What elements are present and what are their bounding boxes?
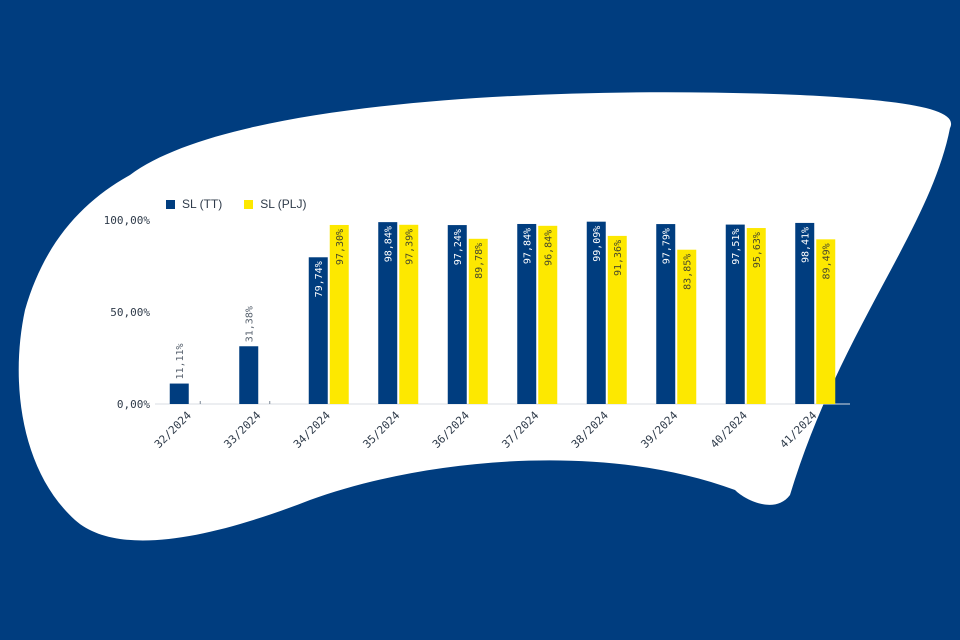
bar-sl-plj[interactable] [468, 238, 488, 404]
y-axis: 0,00% 50,00% 100,00% [104, 214, 850, 411]
legend-label-plj: SL (PLJ) [260, 197, 307, 211]
data-label: 98,84% [384, 226, 395, 262]
bar-sl-plj[interactable] [677, 249, 697, 404]
data-label: 97,39% [405, 229, 416, 265]
bar-group: 11,11% 31,38% 79,74% 97,30% 98,84% 97,39% 97,2… [169, 221, 836, 404]
data-label: 31,38% [245, 306, 256, 342]
data-label: 91,36% [613, 240, 624, 276]
bar-sl-tt[interactable] [239, 346, 259, 404]
y-tick-label: 0,00% [117, 398, 150, 411]
bar-sl-tt[interactable] [725, 224, 745, 404]
bar-sl-tt[interactable] [517, 223, 537, 404]
data-label: 89,49% [822, 243, 833, 279]
legend-item-plj[interactable]: SL (PLJ) [244, 197, 306, 211]
bar-sl-tt[interactable] [169, 383, 189, 404]
legend-swatch-plj [244, 199, 254, 209]
data-label: 96,84% [544, 230, 555, 266]
data-label: 83,85% [683, 254, 694, 290]
bar-sl-tt[interactable] [656, 224, 676, 404]
data-label: 97,84% [523, 228, 534, 264]
data-label: 97,30% [335, 229, 346, 265]
data-label: 97,24% [453, 229, 464, 265]
bar-sl-tt[interactable] [308, 257, 328, 404]
y-tick-label: 50,00% [110, 306, 150, 319]
legend-item-tt[interactable]: SL (TT) [166, 197, 222, 211]
bar-sl-tt[interactable] [586, 221, 606, 404]
y-tick-label: 100,00% [104, 214, 151, 227]
bar-sl-plj[interactable] [816, 239, 836, 404]
legend-swatch-tt [166, 199, 175, 209]
legend: SL (TT) SL (PLJ) [166, 197, 306, 211]
data-label: 97,79% [662, 228, 673, 264]
bar-sl-tt[interactable] [795, 222, 815, 404]
bar-sl-tt[interactable] [378, 222, 398, 404]
data-label: 97,51% [731, 229, 742, 265]
data-label: 98,41% [801, 227, 812, 263]
bar-sl-plj[interactable] [607, 235, 627, 404]
bar-sl-tt[interactable] [447, 225, 467, 404]
data-label: 99,09% [592, 226, 603, 262]
data-label: 79,74% [314, 261, 325, 297]
data-label: 89,78% [474, 243, 485, 279]
data-label: 95,63% [752, 232, 763, 268]
data-label: 11,11% [175, 343, 186, 379]
bar-sl-plj[interactable] [746, 228, 766, 404]
bar-sl-plj[interactable] [399, 224, 419, 404]
legend-label-tt: SL (TT) [182, 197, 223, 211]
bar-sl-plj[interactable] [329, 224, 349, 404]
bar-sl-plj[interactable] [538, 225, 558, 404]
